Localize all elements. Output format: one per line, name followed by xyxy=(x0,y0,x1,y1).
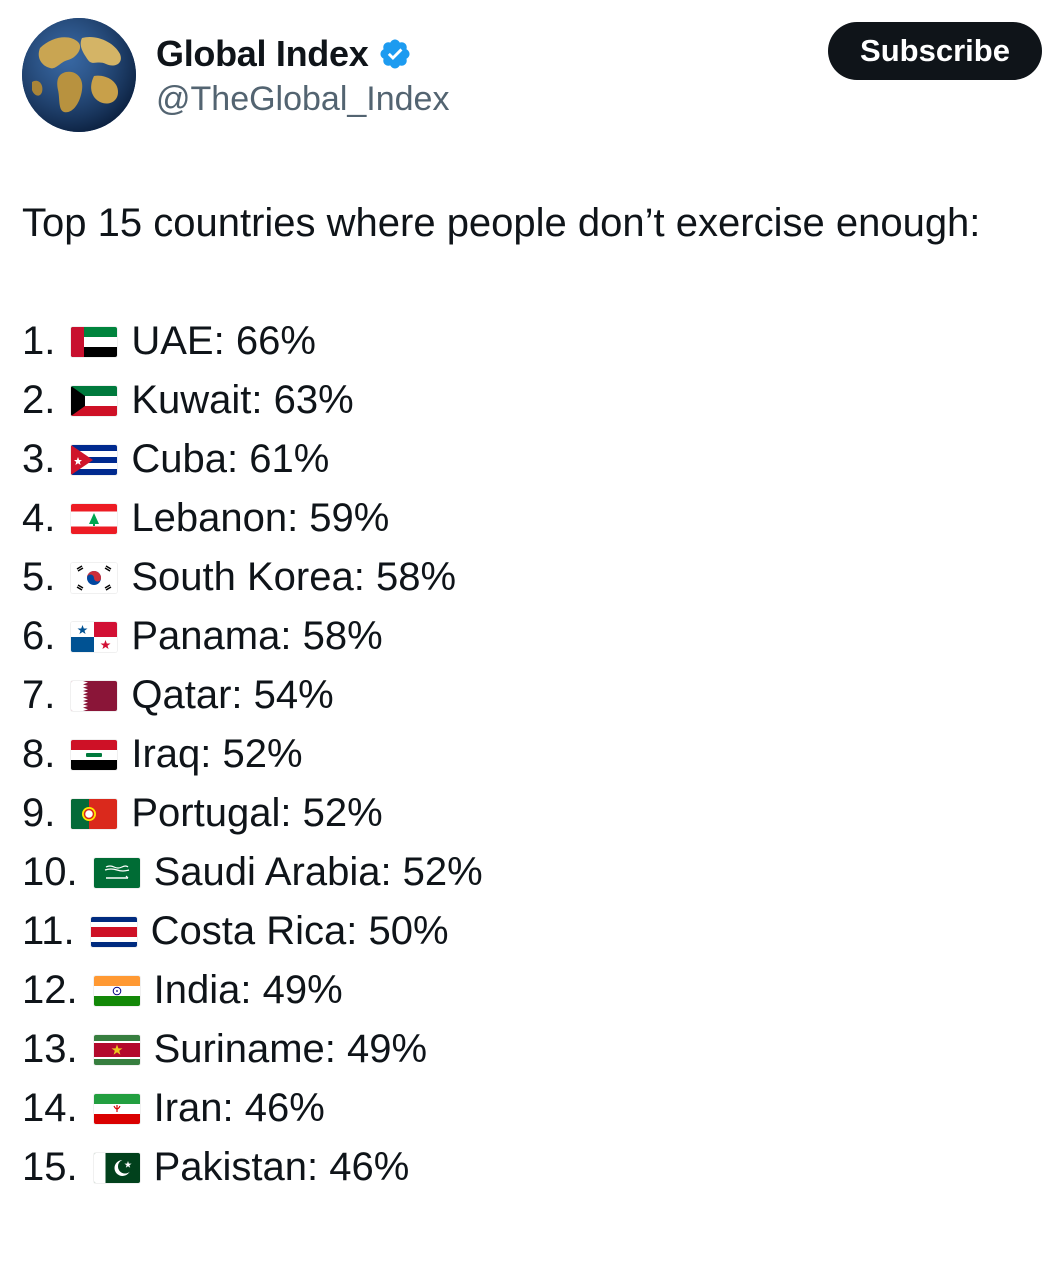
list-rank: 5. xyxy=(22,555,56,599)
list-item-text: Saudi Arabia: 52% xyxy=(153,850,483,894)
south-korea-flag-icon xyxy=(71,562,118,593)
list-rank: 7. xyxy=(22,673,56,717)
pakistan-flag-icon xyxy=(93,1152,140,1183)
list-item-text: Lebanon: 59% xyxy=(131,496,390,540)
verified-badge-icon xyxy=(378,37,412,71)
list-rank: 13. xyxy=(22,1027,78,1071)
panama-flag-icon xyxy=(71,621,118,652)
list-item-text: Pakistan: 46% xyxy=(153,1145,410,1189)
list-rank: 8. xyxy=(22,732,56,776)
list-rank: 1. xyxy=(22,319,56,363)
india-flag-icon xyxy=(93,975,140,1006)
account-handle[interactable]: @TheGlobal_Index xyxy=(156,80,450,118)
list-item: 12. India: 49% xyxy=(22,961,1032,1020)
list-item-text: Portugal: 52% xyxy=(131,791,383,835)
post-intro: Top 15 countries where people don’t exer… xyxy=(22,201,981,245)
list-rank: 12. xyxy=(22,968,78,1012)
subscribe-button[interactable]: Subscribe xyxy=(828,22,1042,80)
costa-rica-flag-icon xyxy=(90,916,137,947)
list-rank: 11. xyxy=(22,909,75,953)
list-item-text: Suriname: 49% xyxy=(153,1027,428,1071)
list-rank: 4. xyxy=(22,496,56,540)
list-rank: 14. xyxy=(22,1086,78,1130)
list-item: 15. Pakistan: 46% xyxy=(22,1138,1032,1197)
list-item-text: Iraq: 52% xyxy=(131,732,303,776)
post-header: Global Index @TheGlobal_Index Subscribe xyxy=(22,18,1042,134)
list-item-text: Cuba: 61% xyxy=(131,437,330,481)
list-item-text: Qatar: 54% xyxy=(131,673,334,717)
post-body: Top 15 countries where people don’t exer… xyxy=(22,194,1032,1197)
list-item-text: Kuwait: 63% xyxy=(131,378,354,422)
globe-icon xyxy=(22,18,136,132)
list-item-text: Iran: 46% xyxy=(153,1086,325,1130)
list-rank: 15. xyxy=(22,1145,78,1189)
display-name[interactable]: Global Index xyxy=(156,33,369,74)
list-rank: 9. xyxy=(22,791,56,835)
list-item: 9. Portugal: 52% xyxy=(22,784,1032,843)
iraq-flag-icon xyxy=(71,739,118,770)
list-item: 6. Panama: 58% xyxy=(22,607,1032,666)
list-rank: 10. xyxy=(22,850,78,894)
portugal-flag-icon xyxy=(71,798,118,829)
list-item: 10. Saudi Arabia: 52% xyxy=(22,843,1032,902)
list-item: 1. UAE: 66% xyxy=(22,312,1032,371)
lebanon-flag-icon xyxy=(71,503,118,534)
suriname-flag-icon xyxy=(93,1034,140,1065)
list-item-text: UAE: 66% xyxy=(131,319,316,363)
list-item: 3. Cuba: 61% xyxy=(22,430,1032,489)
iran-flag-icon xyxy=(93,1093,140,1124)
list-item-text: Panama: 58% xyxy=(131,614,383,658)
name-row: Global Index xyxy=(156,32,412,76)
list-item-text: Costa Rica: 50% xyxy=(150,909,449,953)
kuwait-flag-icon xyxy=(71,385,118,416)
list-item: 4. Lebanon: 59% xyxy=(22,489,1032,548)
list-item: 13. Suriname: 49% xyxy=(22,1020,1032,1079)
avatar[interactable] xyxy=(22,18,136,132)
list-item: 11. Costa Rica: 50% xyxy=(22,902,1032,961)
list-item: 7. Qatar: 54% xyxy=(22,666,1032,725)
uae-flag-icon xyxy=(71,326,118,357)
cuba-flag-icon xyxy=(71,444,118,475)
country-list: 1. UAE: 66% 2. Kuwait: 63% 3. Cuba: 61% … xyxy=(22,312,1032,1197)
list-rank: 2. xyxy=(22,378,56,422)
list-item: 14. Iran: 46% xyxy=(22,1079,1032,1138)
qatar-flag-icon xyxy=(71,680,118,711)
list-item: 5. South Korea: 58% xyxy=(22,548,1032,607)
list-item-text: South Korea: 58% xyxy=(131,555,457,599)
list-rank: 6. xyxy=(22,614,56,658)
list-item: 8. Iraq: 52% xyxy=(22,725,1032,784)
list-rank: 3. xyxy=(22,437,56,481)
list-item: 2. Kuwait: 63% xyxy=(22,371,1032,430)
list-item-text: India: 49% xyxy=(153,968,343,1012)
saudi-arabia-flag-icon xyxy=(93,857,140,888)
